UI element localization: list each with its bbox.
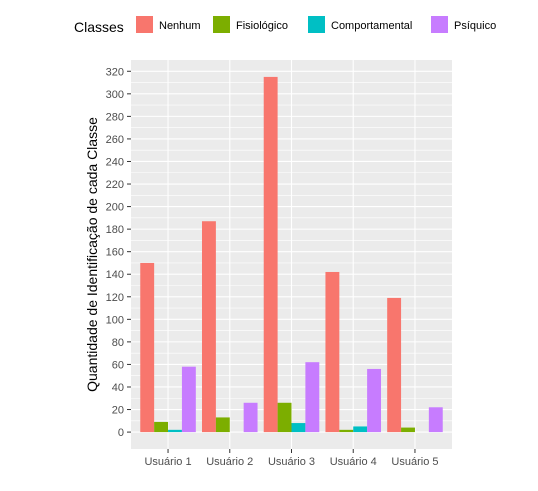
y-tick-label: 300 bbox=[106, 89, 124, 101]
x-axis: Usuário 1 Usuário 2 Usuário 3 Usuário 4 Usuá… bbox=[144, 449, 439, 468]
bar-fisiol-gico-1 bbox=[154, 421, 169, 433]
bar-ps-quico-4 bbox=[367, 368, 382, 433]
y-tick-label: 140 bbox=[106, 269, 124, 281]
y-tick-label: 20 bbox=[112, 405, 124, 417]
bar-nenhum-4 bbox=[325, 271, 340, 433]
bar-nenhum-3 bbox=[263, 76, 278, 433]
bar-ps-quico-5 bbox=[428, 407, 443, 433]
legend-title: Classes bbox=[74, 19, 124, 35]
y-tick-label: 220 bbox=[106, 179, 124, 191]
y-tick-label: 0 bbox=[118, 427, 124, 439]
bars bbox=[140, 76, 443, 433]
y-tick-label: 320 bbox=[106, 66, 124, 78]
y-tick-label: 60 bbox=[112, 359, 124, 371]
legend: Classes Nenhum Fisiológico Comportamental P… bbox=[74, 16, 496, 35]
x-tick-label: Usuário 2 bbox=[206, 456, 253, 468]
y-tick-label: 280 bbox=[106, 111, 124, 123]
bar-fisiol-gico-2 bbox=[215, 417, 230, 433]
bar-nenhum-5 bbox=[387, 297, 402, 433]
legend-key-ps-quico bbox=[431, 16, 448, 33]
legend-key-fisiol-gico bbox=[213, 16, 230, 33]
y-tick-label: 200 bbox=[106, 202, 124, 214]
y-tick-label: 120 bbox=[106, 292, 124, 304]
legend-label: Comportamental bbox=[331, 20, 412, 32]
bar-nenhum-2 bbox=[201, 221, 216, 433]
y-tick-label: 40 bbox=[112, 382, 124, 394]
bar-fisiol-gico-4 bbox=[339, 429, 354, 433]
y-axis: 0 20 40 60 80 100 120 140 160 180 200 220 240 260 280 3… bbox=[106, 66, 131, 439]
x-tick-label: Usuário 1 bbox=[144, 456, 191, 468]
y-tick-label: 80 bbox=[112, 337, 124, 349]
y-tick-label: 160 bbox=[106, 247, 124, 259]
x-tick-label: Usuário 4 bbox=[330, 456, 377, 468]
y-tick-label: 240 bbox=[106, 156, 124, 168]
y-tick-label: 100 bbox=[106, 314, 124, 326]
legend-label: Psíquico bbox=[454, 20, 496, 32]
x-tick-label: Usuário 3 bbox=[268, 456, 315, 468]
x-tick-label: Usuário 5 bbox=[391, 456, 438, 468]
bar-comportamental-1 bbox=[168, 429, 182, 433]
y-axis-title: Quantidade de Identificação de cada Clas… bbox=[84, 117, 100, 392]
bar-fisiol-gico-3 bbox=[277, 402, 292, 433]
bar-ps-quico-2 bbox=[243, 402, 258, 433]
legend-label: Fisiológico bbox=[236, 20, 288, 32]
bar-ps-quico-3 bbox=[305, 362, 320, 433]
y-tick-label: 260 bbox=[106, 134, 124, 146]
bar-comportamental-4 bbox=[353, 426, 368, 433]
legend-key-comportamental bbox=[308, 16, 325, 33]
bar-fisiol-gico-5 bbox=[401, 427, 415, 433]
bar-ps-quico-1 bbox=[181, 366, 196, 433]
bar-comportamental-3 bbox=[291, 423, 306, 433]
y-tick-label: 180 bbox=[106, 224, 124, 236]
legend-label: Nenhum bbox=[159, 20, 201, 32]
legend-key-nenhum bbox=[136, 16, 153, 33]
bar-nenhum-1 bbox=[140, 262, 155, 433]
